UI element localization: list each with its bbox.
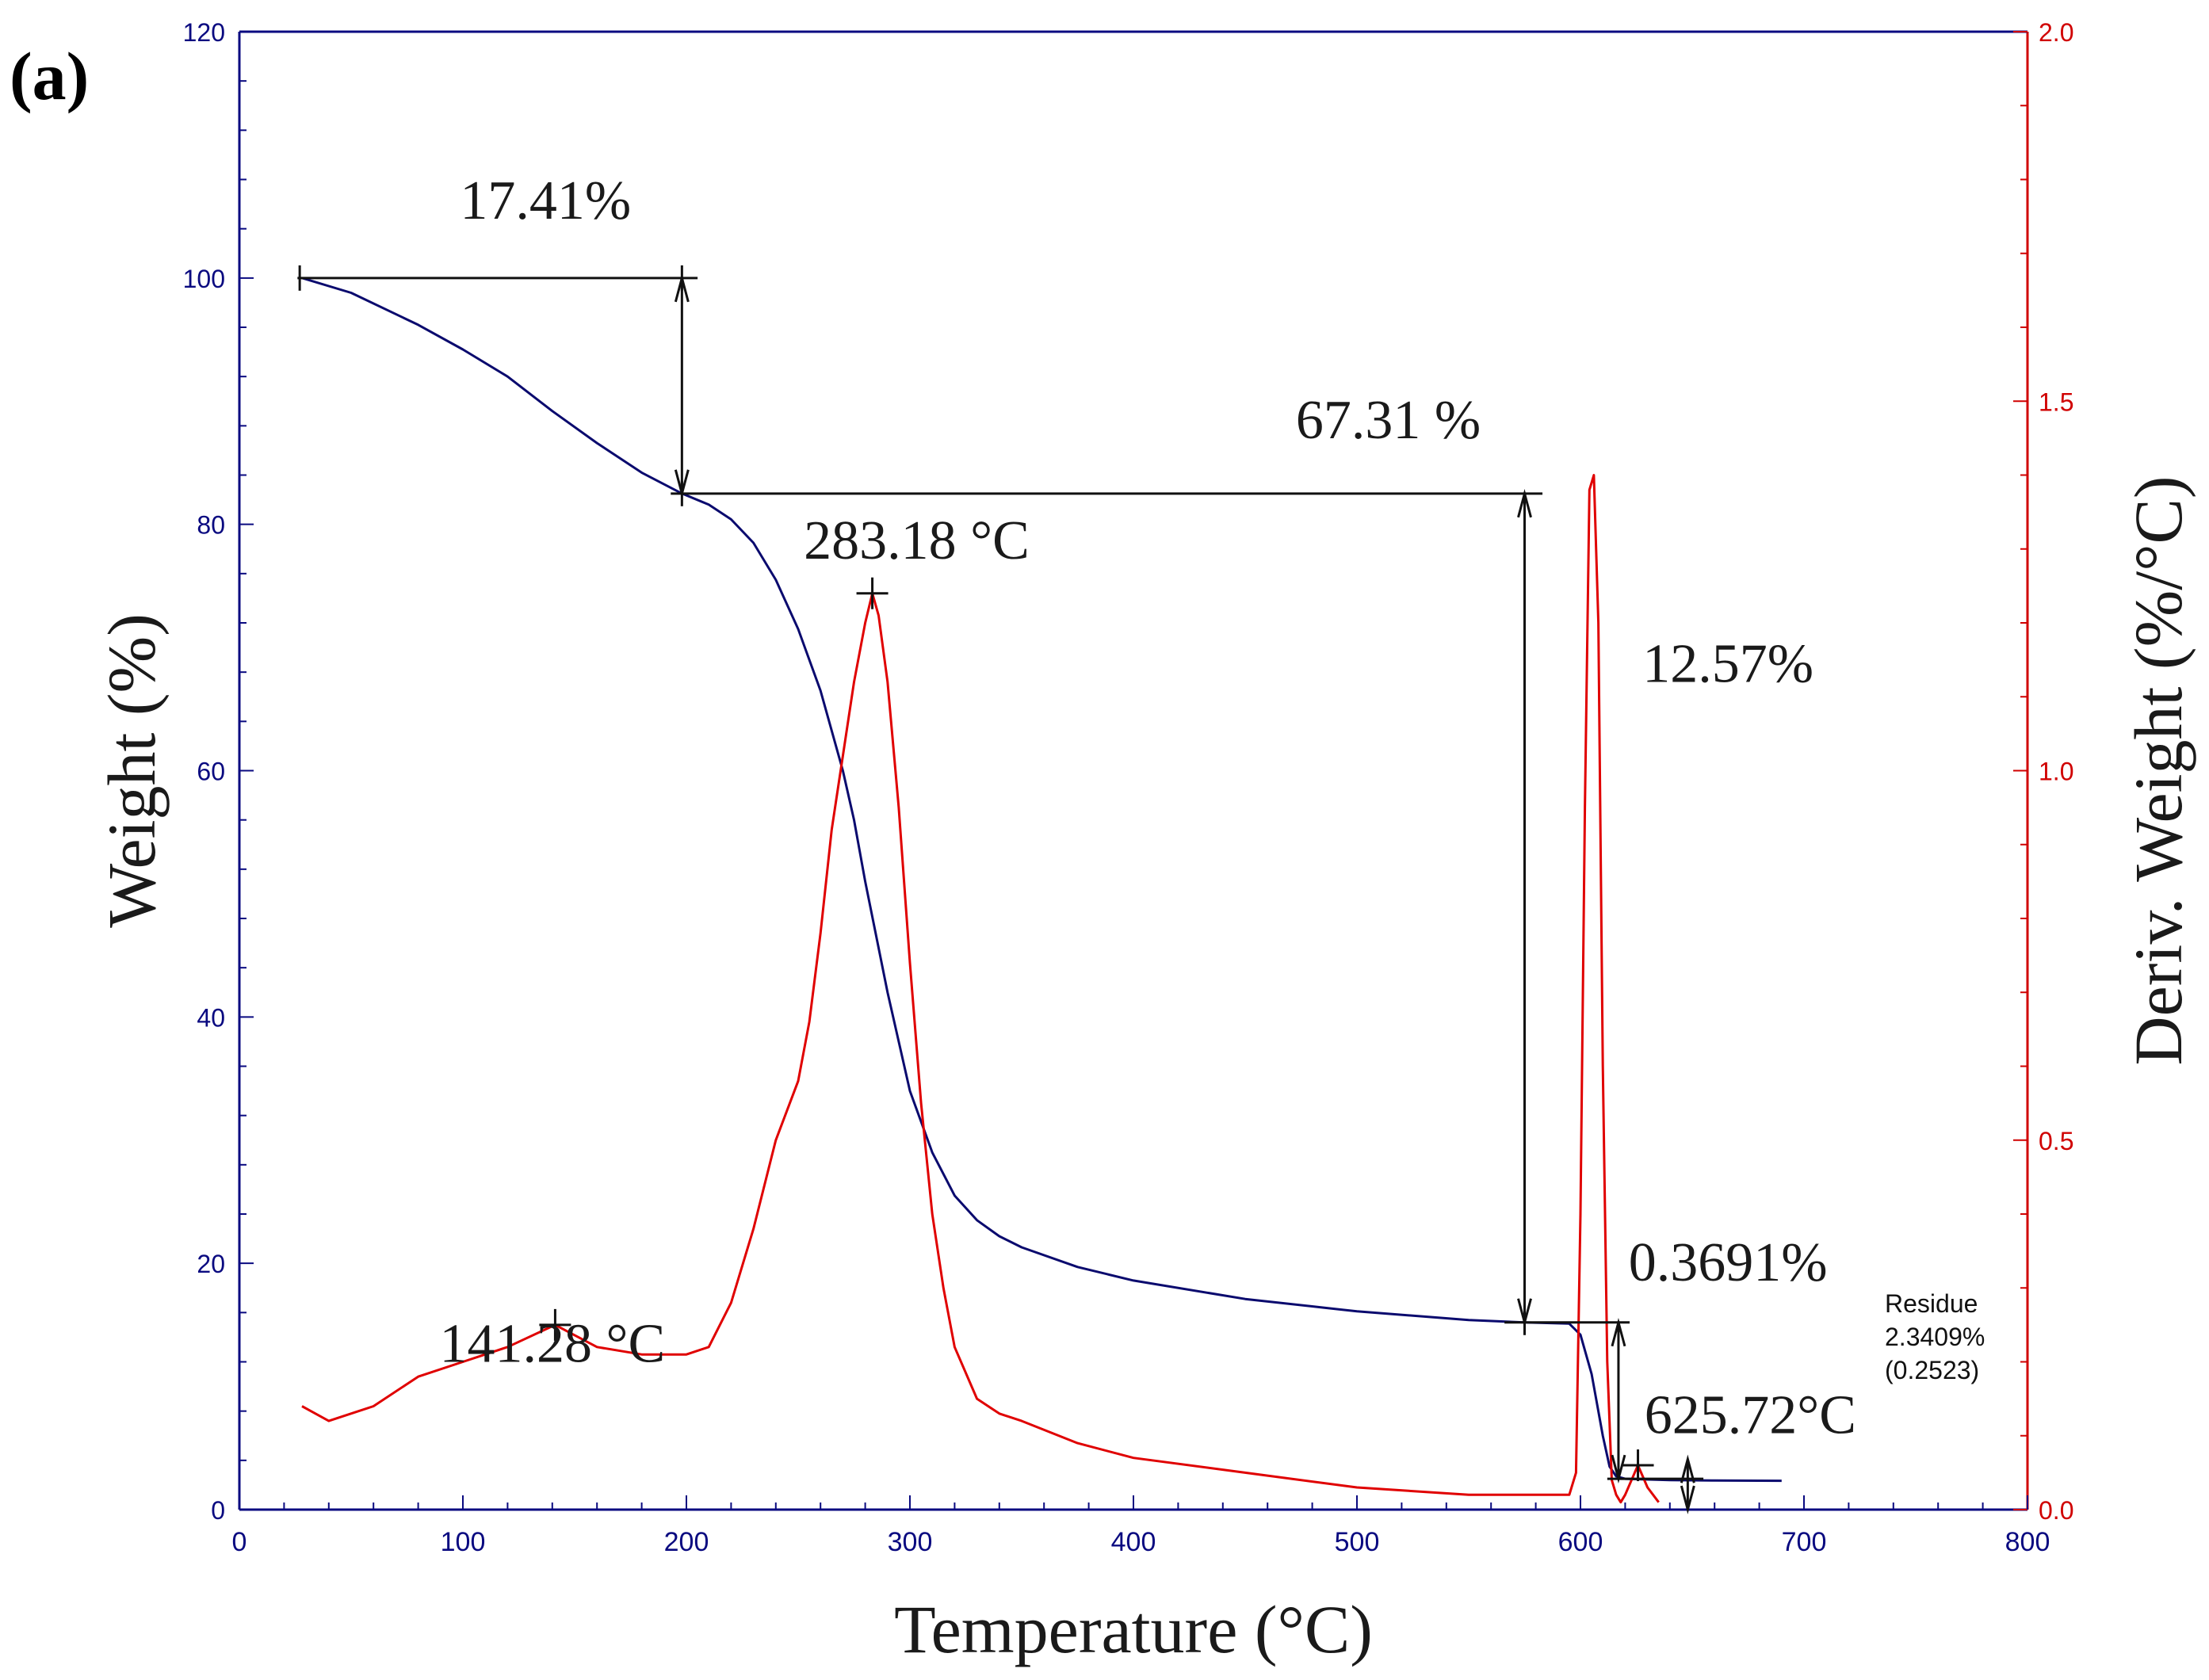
step-arrow-2-head-down [1517, 1298, 1532, 1327]
annotation-label: 17.41% [460, 170, 631, 231]
step-arrow-1-head-up [674, 273, 690, 303]
x-tick-label: 500 [1335, 1527, 1380, 1557]
panel-label: (a) [10, 38, 89, 114]
x-tick-label: 600 [1558, 1527, 1603, 1557]
y-tick-label: 0 [211, 1496, 225, 1525]
y-tick-label: 100 [183, 265, 225, 293]
x-tick-label: 100 [441, 1527, 486, 1557]
deriv-weight-line [301, 474, 1660, 1504]
residue-mass: (0.2523) [1885, 1356, 1979, 1384]
annotation-label: 625.72°C [1645, 1385, 1856, 1446]
x-axis-title: Temperature (°C) [894, 1591, 1373, 1667]
x-tick-label: 0 [232, 1527, 247, 1557]
y2-tick-label: 2.0 [2039, 18, 2073, 47]
annotation-label: 0.3691% [1629, 1232, 1828, 1293]
residue-percent: 2.3409% [1885, 1323, 1985, 1351]
y-tick-label: 120 [183, 18, 225, 47]
y-tick-label: 60 [197, 758, 225, 786]
x-tick-label: 200 [664, 1527, 709, 1557]
y-tick-label: 20 [197, 1250, 225, 1278]
x-tick-label: 300 [888, 1527, 933, 1557]
x-tick-label: 800 [2005, 1527, 2050, 1557]
x-tick-label: 400 [1111, 1527, 1156, 1557]
annotation-label: 141.28 °C [439, 1314, 665, 1375]
annotation-label: 67.31 % [1296, 390, 1481, 451]
y2-tick-label: 0.5 [2039, 1127, 2073, 1155]
y2-tick-label: 1.0 [2039, 758, 2073, 786]
annotation-label: 12.57% [1642, 634, 1813, 695]
residue-label: Residue [1885, 1289, 1978, 1318]
y-axis-title: Weight (%) [94, 613, 170, 928]
step-arrow-3-head-up [1611, 1317, 1626, 1347]
y-tick-label: 80 [197, 511, 225, 540]
step-arrow-1-head-down [674, 469, 690, 498]
annotation-label: 283.18 °C [804, 510, 1030, 571]
y-tick-label: 40 [197, 1003, 225, 1032]
y2-axis-title: Deriv. Weight (%/°C) [2120, 476, 2196, 1066]
y2-tick-label: 1.5 [2039, 388, 2073, 416]
x-tick-label: 700 [1782, 1527, 1827, 1557]
step-arrow-3-head-down [1611, 1454, 1626, 1483]
step-arrow-4-head-up [1680, 1454, 1695, 1483]
step-arrow-2-head-up [1517, 488, 1532, 518]
y2-tick-label: 0.0 [2039, 1496, 2073, 1525]
weight-line [301, 277, 1782, 1483]
step-arrow-4-head-down [1680, 1485, 1695, 1514]
